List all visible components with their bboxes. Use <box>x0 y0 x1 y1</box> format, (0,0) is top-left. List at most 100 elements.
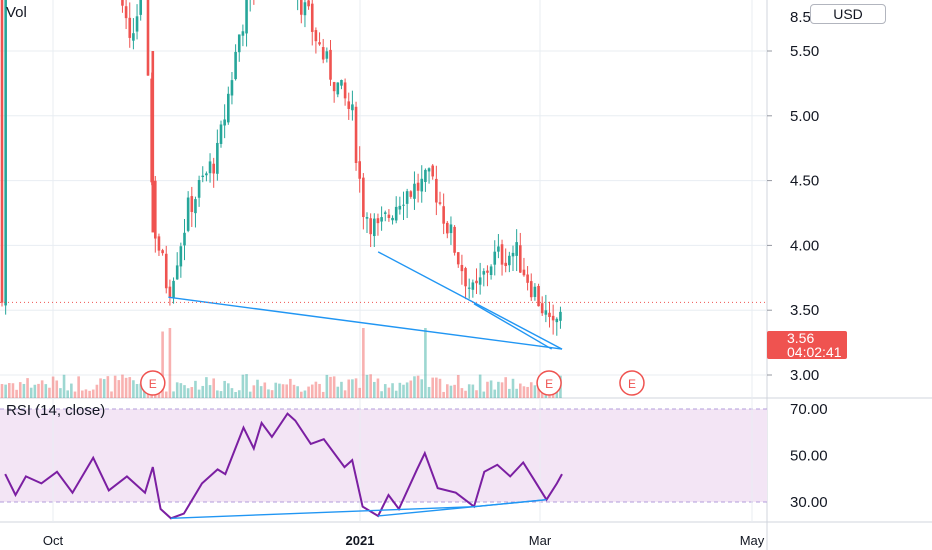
volume-bar <box>314 381 318 398</box>
volume-bar <box>259 386 263 398</box>
rsi-indicator-label[interactable]: RSI (14, close) <box>6 402 106 419</box>
last-price-value: 3.56 <box>787 330 815 346</box>
volume-bar <box>475 390 478 398</box>
volume-bar <box>369 374 372 398</box>
earnings-marker-label: E <box>545 377 553 391</box>
candle-body <box>132 33 135 41</box>
candle-body <box>373 218 376 237</box>
volume-bar <box>95 384 99 398</box>
candle-body <box>161 250 164 254</box>
rsi-trendline <box>473 498 547 508</box>
volume-bar <box>497 381 500 398</box>
volume-bar <box>409 380 413 398</box>
volume-bar <box>522 386 526 398</box>
candle-body <box>201 175 205 178</box>
volume-bar <box>376 378 380 398</box>
candle-body <box>325 51 329 59</box>
volume-bar <box>351 379 354 398</box>
volume-bar <box>205 377 208 398</box>
volume-bar <box>435 377 438 398</box>
volume-bar <box>270 390 274 398</box>
candle-body <box>179 246 183 267</box>
candle-body <box>424 169 427 183</box>
candle-body <box>456 252 460 265</box>
candle-body <box>464 268 467 287</box>
price-tick-label: 4.00 <box>790 237 819 254</box>
volume-bar <box>234 391 237 398</box>
volume-bar <box>405 382 409 398</box>
volume-bar <box>365 374 369 398</box>
volume-bar <box>143 388 146 398</box>
candle-body <box>362 177 365 218</box>
candlestick-series <box>0 0 562 336</box>
volume-bar <box>51 376 55 398</box>
candle-body <box>482 271 486 275</box>
volume-bar <box>292 384 296 398</box>
volume-bar <box>489 380 493 398</box>
volume-bar <box>281 384 285 398</box>
volume-bars <box>0 328 562 398</box>
candle-body <box>489 266 493 276</box>
candle-body <box>420 178 424 192</box>
volume-bar <box>132 380 135 398</box>
volume-bar <box>219 391 223 398</box>
volume-bar <box>456 374 460 398</box>
volume-bar <box>274 382 278 398</box>
volume-bar <box>511 378 515 398</box>
volume-bar <box>394 390 398 398</box>
candle-body <box>504 262 507 267</box>
volume-bar <box>172 391 175 398</box>
volume-bar <box>347 379 351 398</box>
volume-bar <box>110 391 113 398</box>
candle-body <box>0 0 4 303</box>
volume-bar <box>124 377 128 398</box>
candle-body <box>194 199 197 214</box>
candle-body <box>154 180 157 239</box>
candle-body <box>449 224 453 234</box>
volume-bar <box>336 386 340 398</box>
volume-bar <box>252 385 256 398</box>
volume-bar <box>318 383 321 398</box>
candle-body <box>365 217 369 219</box>
volume-bar <box>175 382 179 398</box>
candle-body <box>223 119 226 126</box>
candle-body <box>508 255 511 266</box>
candle-body <box>321 47 325 60</box>
volume-bar <box>227 383 230 398</box>
last-price-tag: 3.56 04:02:41 <box>767 331 847 359</box>
candle-body <box>500 244 504 265</box>
candle-body <box>219 124 223 144</box>
candle-body <box>336 82 340 95</box>
volume-bar <box>245 374 248 398</box>
time-tick-label: May <box>740 533 765 548</box>
earnings-marker-label: E <box>149 377 157 391</box>
support-trendline <box>377 251 563 350</box>
volume-bar <box>537 388 540 398</box>
time-tick-label: Mar <box>529 533 552 548</box>
candle-body <box>230 80 234 96</box>
candle-body <box>332 82 336 92</box>
candle-body <box>347 101 351 109</box>
currency-badge[interactable]: USD <box>810 4 886 24</box>
candle-body <box>380 217 383 222</box>
volume-bar <box>387 387 391 398</box>
price-axis[interactable]: 3.003.504.004.505.005.508.5030.0050.0070… <box>43 9 828 548</box>
price-trendlines <box>0 251 767 350</box>
candle-body <box>128 17 132 38</box>
volume-bar <box>343 390 347 398</box>
candle-body <box>398 205 402 210</box>
volume-bar <box>380 391 383 398</box>
candle-body <box>227 93 230 123</box>
volume-bar <box>362 328 365 398</box>
volume-bar <box>467 384 471 398</box>
volume-bar <box>248 391 252 398</box>
volume-label: Vol <box>6 4 27 21</box>
volume-bar <box>66 390 69 398</box>
volume-bar <box>278 383 281 398</box>
candle-body <box>529 281 533 298</box>
candle-body <box>234 51 237 80</box>
candle-body <box>409 191 413 197</box>
volume-bar <box>402 384 405 398</box>
rsi-line <box>4 412 563 520</box>
